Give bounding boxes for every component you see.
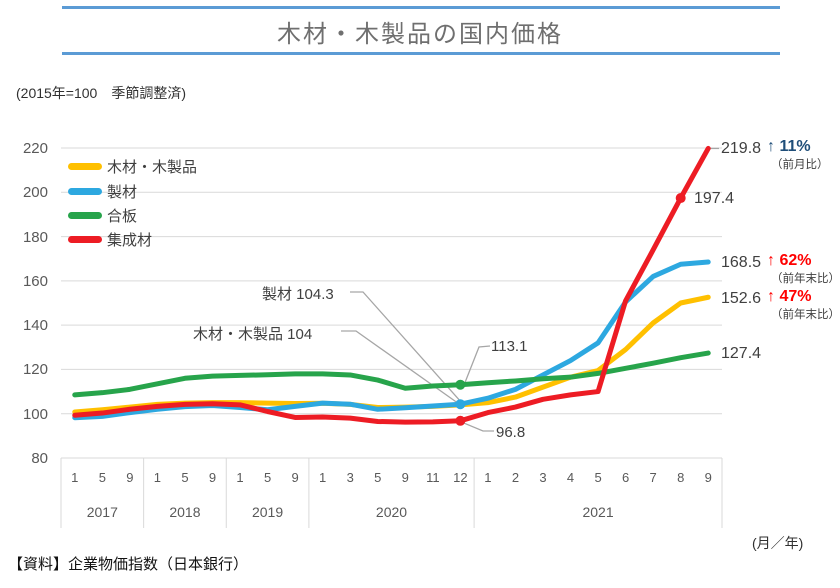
end-value-shuseizai: 219.8 <box>721 140 762 157</box>
callout-mokuzai-104: 木材・木製品 104 <box>193 326 313 343</box>
end-value-mokuzai: 152.6 <box>721 290 762 307</box>
legend-label: 合板 <box>107 207 138 225</box>
month-tick-label: 3 <box>346 470 354 485</box>
month-tick-label: 1 <box>153 470 161 485</box>
y-tick-label: 220 <box>22 140 48 157</box>
page-title: 木材・木製品の国内価格 <box>277 21 563 48</box>
index-base-note: (2015年=100 季節調整済) <box>16 85 187 101</box>
y-tick-label: 200 <box>22 184 48 202</box>
source-note: 【資料】企業物価指数（日本銀行） <box>8 556 249 573</box>
month-tick-label: 8 <box>677 470 685 485</box>
month-tick-label: 1 <box>71 470 79 485</box>
legend-label: 製材 <box>107 183 138 201</box>
legend-item-shuseizai: 集成材 <box>68 229 152 249</box>
y-tick-label: 160 <box>22 272 48 290</box>
month-tick-label: 5 <box>98 470 106 485</box>
mokuzai-series-swatch <box>68 162 102 170</box>
end-change-seizai: ↑ 62% <box>767 252 812 269</box>
end-change-mokuzai: ↑ 47% <box>767 288 812 305</box>
y-tick-label: 140 <box>22 317 48 335</box>
month-tick-label: 1 <box>484 470 492 485</box>
legend-label: 木材・木製品 <box>107 158 198 176</box>
month-tick-label: 3 <box>539 470 547 485</box>
end-value-seizai: 168.5 <box>721 254 762 271</box>
legend-item-mokuzai: 木材・木製品 <box>68 156 197 176</box>
month-tick-label: 1 <box>319 470 327 485</box>
callout-shuseizai-197-4: 197.4 <box>694 190 735 207</box>
month-tick-label: 5 <box>374 470 382 485</box>
year-group-label: 2021 <box>582 504 614 520</box>
end-basis-seizai: （前年末比） <box>771 273 840 285</box>
end-basis-shuseizai: （前月比） <box>771 159 829 171</box>
callout-shuseizai-96-8: 96.8 <box>496 424 526 441</box>
month-tick-label: 12 <box>453 470 468 485</box>
year-group-label: 2019 <box>251 504 284 520</box>
month-tick-label: 2 <box>511 470 520 485</box>
month-tick-label: 1 <box>236 470 244 485</box>
month-tick-label: 5 <box>594 470 602 485</box>
end-change-shuseizai: ↑ 11% <box>767 138 811 155</box>
shuseizai-series-swatch <box>68 235 102 243</box>
y-tick-label: 120 <box>22 361 48 379</box>
x-axis-unit-label: (月／年) <box>752 535 804 551</box>
y-tick-label: 80 <box>31 450 48 467</box>
seizai-series-swatch <box>68 187 102 195</box>
year-group-label: 2020 <box>375 504 408 520</box>
month-tick-label: 6 <box>621 470 630 485</box>
year-group-label: 2018 <box>169 504 201 520</box>
callout-gohan-113-1: 113.1 <box>491 338 528 355</box>
gohan-series-swatch <box>68 211 102 219</box>
month-tick-label: 9 <box>208 470 217 485</box>
month-tick-label: 11 <box>426 470 440 485</box>
title-bottom-rule <box>62 52 780 55</box>
month-tick-label: 7 <box>649 470 657 485</box>
y-tick-label: 100 <box>22 405 48 423</box>
legend-label: 集成材 <box>107 231 153 249</box>
month-tick-label: 5 <box>263 470 272 485</box>
callout-seizai-104-3: 製材 104.3 <box>262 286 334 303</box>
legend-item-seizai: 製材 <box>68 181 137 201</box>
title-top-rule <box>62 6 780 9</box>
month-tick-label: 5 <box>181 470 189 485</box>
y-tick-label: 180 <box>22 228 48 246</box>
end-basis-mokuzai: （前年末比） <box>771 309 840 321</box>
end-value-gohan: 127.4 <box>721 345 762 362</box>
month-tick-label: 9 <box>704 470 712 485</box>
legend-item-gohan: 合板 <box>68 205 137 225</box>
month-tick-label: 9 <box>291 470 299 485</box>
year-group-label: 2017 <box>86 504 118 520</box>
month-tick-label: 9 <box>401 470 409 485</box>
month-tick-label: 4 <box>566 470 575 485</box>
month-tick-label: 9 <box>126 470 134 485</box>
